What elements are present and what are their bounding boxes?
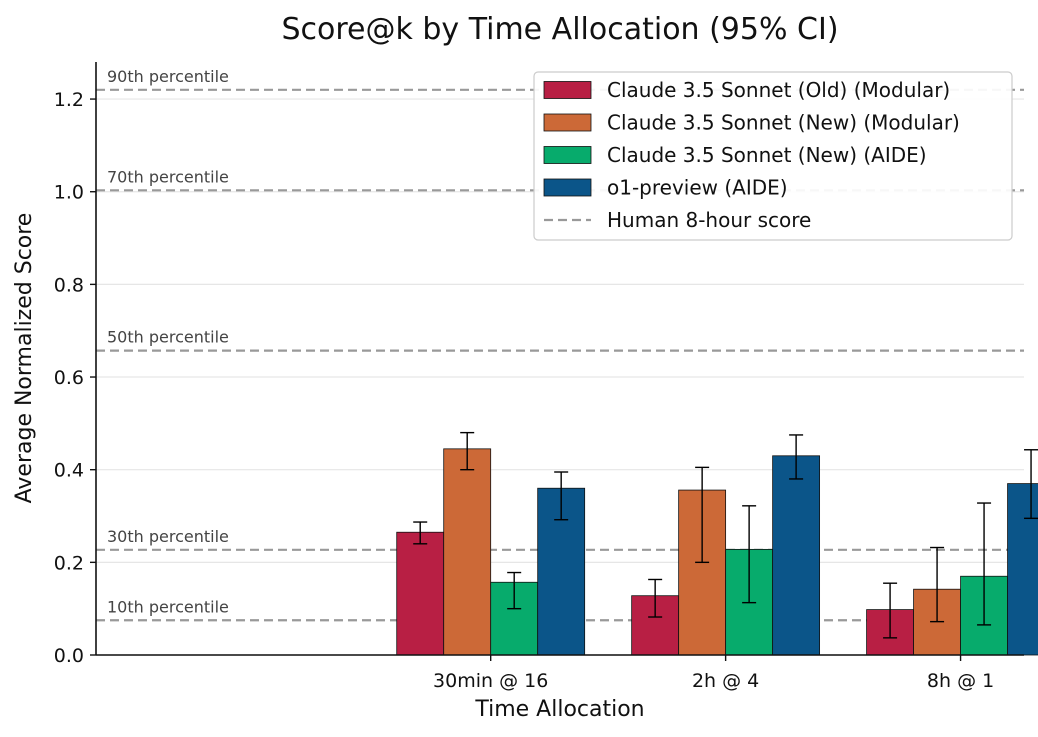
- legend-label: Human 8-hour score: [607, 208, 811, 232]
- y-tick-label: 1.2: [54, 89, 84, 111]
- legend-label: o1-preview (AIDE): [607, 176, 788, 200]
- bar: [443, 448, 492, 656]
- y-tick-label: 1.0: [54, 182, 84, 204]
- x-axis-label: Time Allocation: [474, 697, 644, 722]
- legend-label: Claude 3.5 Sonnet (New) (Modular): [607, 111, 960, 135]
- chart-title: Score@k by Time Allocation (95% CI): [281, 12, 838, 47]
- bar: [1007, 483, 1038, 656]
- ticks: 0.0 0.2 0.4 0.6 0.8 1.0 1.2 30min @ 16 2h @ 4 8h …: [54, 89, 994, 692]
- y-tick-label: 0.2: [54, 552, 84, 574]
- y-tick-label: 0.6: [54, 367, 84, 389]
- y-tick-label: 0.4: [54, 460, 84, 482]
- legend-swatch: [543, 113, 592, 132]
- x-tick-label: 2h @ 4: [692, 670, 759, 692]
- legend-label: Claude 3.5 Sonnet (Old) (Modular): [607, 78, 950, 102]
- y-tick-label: 0.8: [54, 274, 84, 296]
- error-bars: [413, 431, 1038, 639]
- legend-swatch: [543, 178, 592, 197]
- reference-line-label: 50th percentile: [107, 328, 229, 347]
- bar: [396, 531, 445, 656]
- legend: Claude 3.5 Sonnet (Old) (Modular) Claude …: [533, 71, 1013, 241]
- y-axis-label: Average Normalized Score: [12, 213, 37, 504]
- legend-label: Claude 3.5 Sonnet (New) (AIDE): [607, 143, 927, 167]
- reference-line-label: 30th percentile: [107, 527, 229, 546]
- reference-line-label: 10th percentile: [107, 597, 229, 616]
- legend-swatch: [543, 81, 592, 99]
- reference-line-label: 90th percentile: [107, 67, 229, 86]
- legend-frame: [533, 71, 1013, 241]
- reference-line-label: 70th percentile: [107, 167, 229, 186]
- axes: [95, 62, 1024, 656]
- x-tick-label: 30min @ 16: [433, 670, 548, 692]
- x-tick-label: 8h @ 1: [927, 670, 994, 692]
- bar: [772, 455, 821, 656]
- bars: [396, 448, 1038, 656]
- y-tick-label: 0.0: [54, 645, 84, 667]
- legend-swatch: [543, 146, 592, 164]
